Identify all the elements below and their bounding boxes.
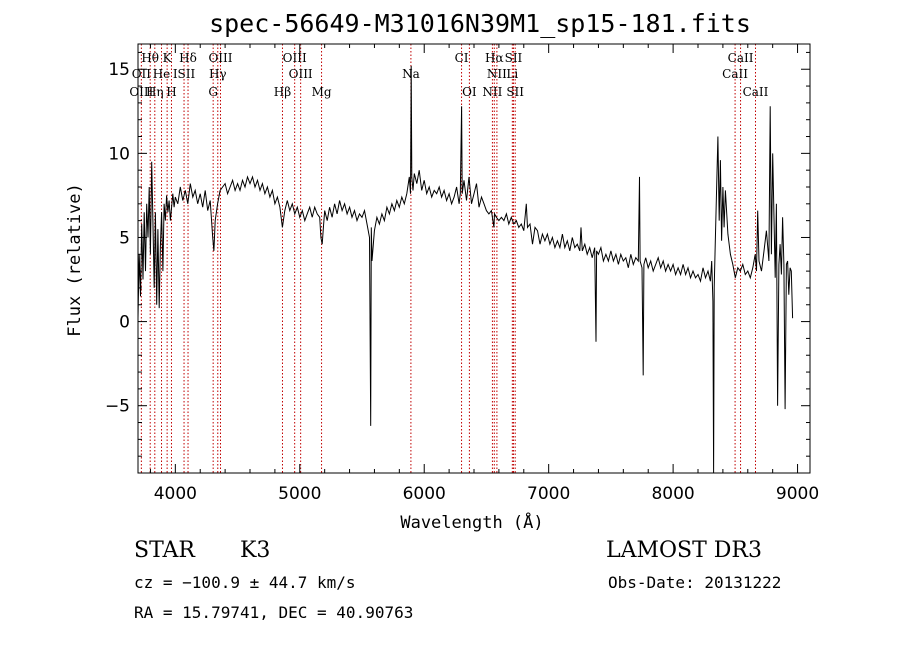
line-marker-label: Hβ — [274, 85, 291, 99]
x-tick-label: 8000 — [651, 484, 694, 504]
line-marker-label: Hγ — [209, 67, 227, 81]
line-marker-label: OI — [462, 85, 477, 99]
x-tick-label: 5000 — [278, 484, 321, 504]
x-tick-label: 9000 — [776, 484, 819, 504]
y-tick-label: 0 — [119, 313, 130, 333]
line-marker-label: CI — [455, 51, 469, 65]
observation-date: Obs-Date: 20131222 — [608, 573, 782, 592]
chart-title: spec-56649-M31016N39M1_sp15-181.fits — [209, 9, 751, 38]
line-marker-label: NII — [487, 67, 507, 81]
line-marker-label: OIII — [283, 51, 307, 65]
line-marker-label: G — [208, 85, 218, 99]
y-tick-label: 15 — [108, 60, 130, 80]
spectrum-series-line — [137, 65, 794, 474]
line-marker-label: Li — [506, 67, 518, 81]
y-tick-label: 10 — [108, 144, 130, 164]
line-marker-label: He — [153, 67, 171, 81]
line-marker-label: CaII — [728, 51, 754, 65]
line-marker-label: ISII — [173, 67, 196, 81]
survey-name: LAMOST DR3 — [606, 538, 762, 563]
redshift-value: cz = −100.9 ± 44.7 km/s — [134, 573, 356, 592]
x-tick-label: 4000 — [154, 484, 197, 504]
series-layer — [137, 65, 794, 474]
line-marker-label: OIII — [289, 67, 313, 81]
coordinates: RA = 15.79741, DEC = 40.90763 — [134, 603, 414, 622]
object-subclass: K3 — [240, 538, 271, 563]
line-marker-label: OIII — [208, 51, 232, 65]
line-marker-label: Hδ — [179, 51, 197, 65]
y-tick-label: −5 — [105, 397, 130, 417]
x-tick-label: 7000 — [527, 484, 570, 504]
line-marker-label: H — [166, 85, 176, 99]
x-axis-label: Wavelength (Å) — [400, 511, 543, 533]
line-marker-label: NII — [482, 85, 502, 99]
x-tick-label: 6000 — [403, 484, 446, 504]
line-marker-label: K — [163, 51, 173, 65]
line-marker-label: Hα — [485, 51, 504, 65]
tick-layer: 4000 5000 6000 7000 8000 9000 −5 0 5 10 15 — [105, 44, 819, 504]
y-axis-label: Flux (relative) — [65, 183, 85, 337]
line-marker-label: OII — [132, 67, 152, 81]
line-marker-label: OIII — [129, 85, 153, 99]
line-marker-label: SII — [505, 51, 523, 65]
marker-line-layer — [140, 44, 756, 473]
object-class: STAR — [134, 538, 195, 563]
plot-frame — [137, 43, 811, 474]
y-tick-label: 5 — [119, 228, 130, 248]
line-marker-label: Hθ — [141, 51, 159, 65]
line-marker-label: CaII — [743, 85, 769, 99]
line-marker-label: Hη — [146, 85, 164, 99]
line-marker-label: CaII — [722, 67, 748, 81]
line-marker-label: Mg — [312, 85, 332, 99]
line-marker-label: SII — [506, 85, 524, 99]
